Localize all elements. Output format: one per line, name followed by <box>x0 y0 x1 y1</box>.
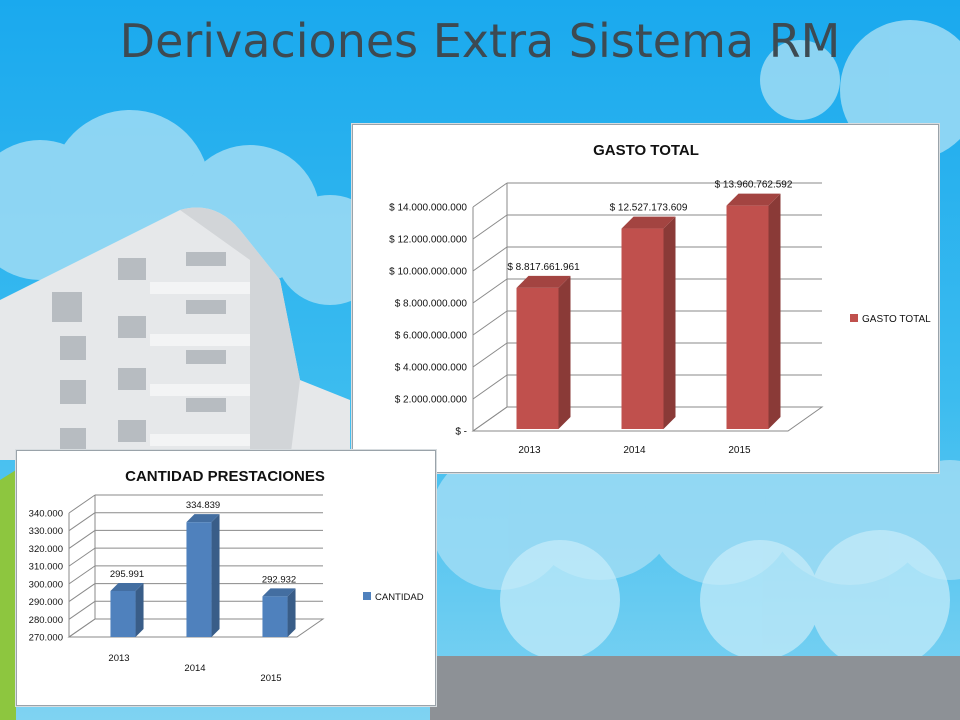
data-label: 295.991 <box>110 569 144 580</box>
legend-swatch <box>850 314 858 322</box>
y-tick-label: $ 10.000.000.000 <box>389 267 467 278</box>
x-tick-label: 2014 <box>623 445 646 456</box>
gridline-side <box>472 246 508 272</box>
bar-top <box>726 193 781 206</box>
y-tick-label: 320.000 <box>29 544 63 555</box>
gridline-side <box>472 278 508 304</box>
bar <box>516 287 559 429</box>
bar-side <box>663 216 676 429</box>
bar-top <box>262 588 296 597</box>
gridline-side <box>472 310 508 336</box>
gridline-side <box>472 342 508 368</box>
gridline-side <box>68 600 96 620</box>
bar-side <box>211 514 220 637</box>
legend-swatch <box>363 592 371 600</box>
bar <box>621 228 664 429</box>
bar <box>262 596 288 637</box>
gridline-side <box>68 494 96 514</box>
chart-title: GASTO TOTAL <box>593 142 699 159</box>
y-tick-label: $ 14.000.000.000 <box>389 203 467 214</box>
bar-side <box>768 193 781 429</box>
bar-top <box>110 582 144 591</box>
bar-side <box>287 588 296 637</box>
cantidad-prestaciones-chart-panel: CANTIDAD PRESTACIONES 270.000 280.000 290.0… <box>16 450 436 706</box>
y-tick-label: 270.000 <box>29 633 63 644</box>
gasto-total-chart-panel: GASTO TOTAL $ - $ 2.000.000.000 $ 4.000.000… <box>352 124 939 473</box>
data-label: $ 13.960.762.592 <box>715 180 793 191</box>
y-tick-label: $ 6.000.000.000 <box>395 331 468 342</box>
data-label: 292.932 <box>262 574 296 585</box>
legend-label: GASTO TOTAL <box>862 314 931 325</box>
bar <box>110 590 136 637</box>
data-label: $ 8.817.661.961 <box>507 262 580 273</box>
gridline-side <box>472 214 508 240</box>
x-tick-label: 2015 <box>260 673 281 684</box>
bar-top <box>621 216 676 229</box>
y-tick-label: 310.000 <box>29 562 63 573</box>
x-tick-label: 2013 <box>518 445 541 456</box>
y-tick-label: 300.000 <box>29 579 63 590</box>
gridline-side <box>68 583 96 602</box>
x-tick-label: 2015 <box>728 445 751 456</box>
y-tick-label: 340.000 <box>29 509 63 520</box>
gasto-total-chart: GASTO TOTAL $ - $ 2.000.000.000 $ 4.000.000… <box>389 142 931 456</box>
bar-side <box>558 275 571 429</box>
y-tick-label: $ 8.000.000.000 <box>395 299 468 310</box>
cantidad-prestaciones-chart: CANTIDAD PRESTACIONES 270.000 280.000 290.0… <box>29 468 424 684</box>
bar-top <box>186 514 220 523</box>
gridline-side <box>472 182 508 208</box>
gridline-side <box>68 547 96 567</box>
y-tick-label: $ - <box>455 427 467 438</box>
y-tick-label: 330.000 <box>29 526 63 537</box>
y-tick-label: 290.000 <box>29 597 63 608</box>
data-label: $ 12.527.173.609 <box>610 203 688 214</box>
bar <box>726 205 769 429</box>
floor <box>67 618 325 638</box>
floor <box>471 406 824 432</box>
y-tick-label: 280.000 <box>29 615 63 626</box>
slide-title: Derivaciones Extra Sistema RM <box>119 14 841 68</box>
gridline-side <box>68 530 96 549</box>
y-tick-label: $ 2.000.000.000 <box>395 395 468 406</box>
bar-side <box>135 582 144 637</box>
bar-top <box>516 275 571 288</box>
y-tick-label: $ 12.000.000.000 <box>389 235 467 246</box>
chart-title: CANTIDAD PRESTACIONES <box>125 468 325 485</box>
legend-label: CANTIDAD <box>375 592 424 603</box>
y-tick-label: $ 4.000.000.000 <box>395 363 468 374</box>
data-label: 334.839 <box>186 500 220 511</box>
gridline-side <box>68 512 96 532</box>
x-tick-label: 2014 <box>184 663 205 674</box>
gridline-side <box>68 565 96 585</box>
x-tick-label: 2013 <box>108 653 129 664</box>
gridline-side <box>472 374 508 400</box>
bar <box>186 522 212 637</box>
